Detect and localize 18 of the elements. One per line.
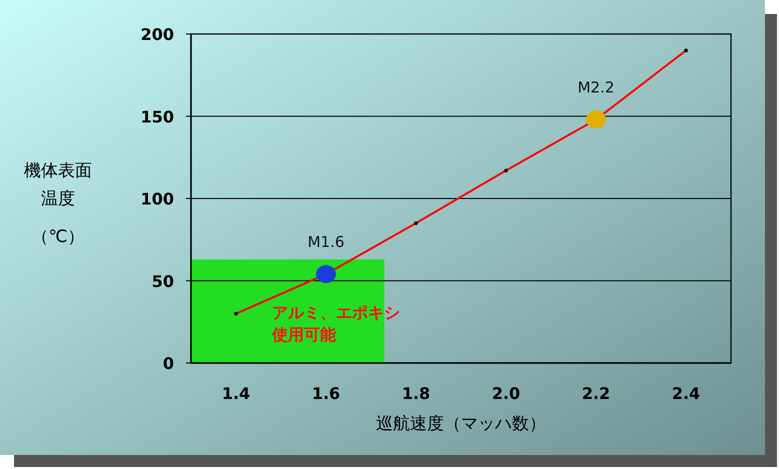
x-tick-label: 1.6 [312, 384, 340, 403]
y-tick-label: 100 [140, 190, 174, 208]
y-tick-label: 50 [152, 272, 174, 291]
x-axis-title: 巡航速度（マッハ数） [376, 414, 546, 434]
point [586, 110, 606, 129]
annotation: アルミ、エポキシ使用可能 [271, 303, 400, 344]
x-tick-label: 1.4 [222, 384, 250, 403]
y-tick-label: 200 [140, 25, 174, 44]
annotation: M1.6 [308, 233, 344, 252]
y-axis-title: 機体表面温度（℃） [24, 161, 92, 247]
point [316, 265, 336, 284]
y-tick-label: 150 [140, 107, 174, 126]
y-tick-label: 0 [162, 354, 174, 373]
x-tick-label: 1.8 [402, 384, 430, 403]
annotation: M2.2 [578, 78, 614, 97]
x-tick-label: 2.4 [672, 384, 700, 403]
x-tick-label: 2.2 [582, 384, 610, 403]
x-tick-label: 2.0 [492, 384, 520, 403]
